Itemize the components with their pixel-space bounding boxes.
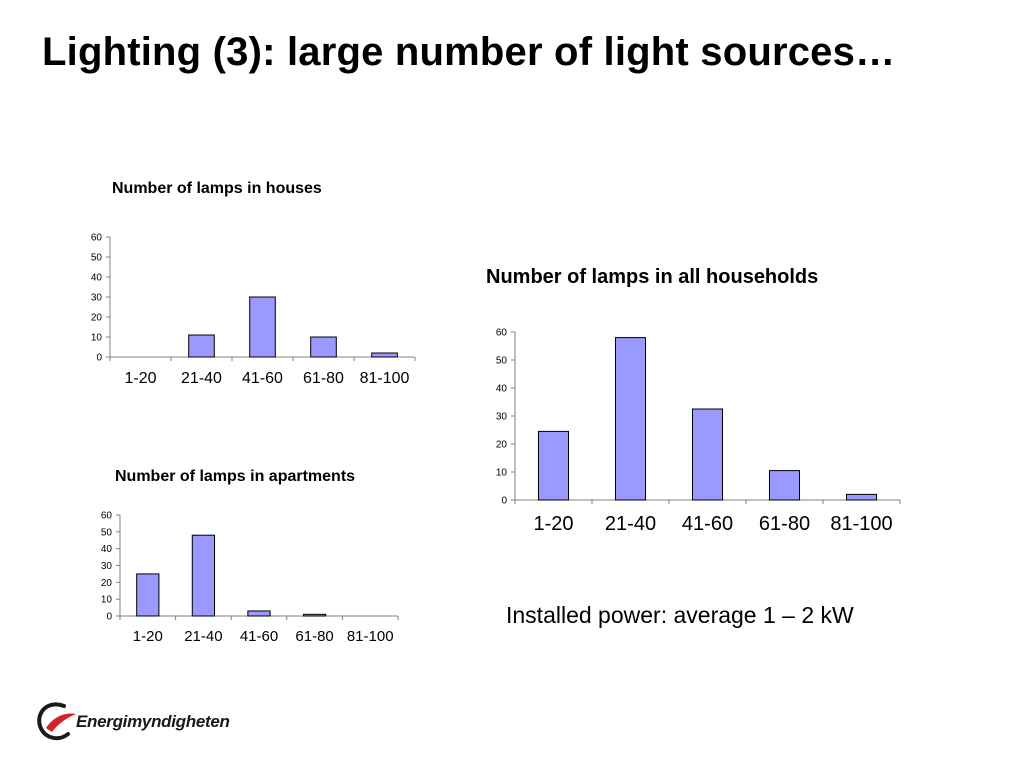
x-category-label: 81-100 (830, 513, 892, 535)
chart-all-households: 0 10 20 30 40 50 60 1-20 21-40 41-60 61-80 81-100 (496, 328, 901, 535)
y-tick-label: 30 (91, 293, 103, 304)
x-category-label: 41-60 (240, 628, 278, 645)
y-tick-label: 50 (91, 253, 103, 264)
y-tick-label: 0 (96, 353, 102, 364)
chart-apartments: 0 10 20 30 40 50 60 1-20 21-40 41-60 61-80 81-100 (101, 511, 399, 645)
energimyndigheten-logo: Energimyndigheten (34, 698, 234, 746)
x-category-label: 21-40 (184, 628, 222, 645)
y-tick-label: 60 (91, 233, 103, 244)
x-category-label: 81-100 (360, 370, 410, 387)
bar-1-20 (136, 573, 160, 617)
y-tick-label: 60 (496, 328, 508, 339)
chart-title-apartments: Number of lamps in apartments (115, 468, 356, 485)
x-category-label: 81-100 (347, 628, 394, 645)
energimyndigheten-logo-mark (37, 702, 76, 741)
y-tick-label: 50 (101, 527, 113, 538)
y-tick-label: 10 (91, 333, 103, 344)
bar-61-80 (768, 470, 801, 501)
y-tick-label: 50 (496, 356, 508, 367)
x-category-label: 1-20 (533, 513, 573, 535)
y-tick-label: 40 (91, 273, 103, 284)
x-category-label: 61-80 (303, 370, 344, 387)
y-tick-label: 20 (91, 313, 103, 324)
x-category-label: 41-60 (682, 513, 733, 535)
y-tick-label: 40 (101, 544, 113, 555)
y-tick-label: 0 (106, 612, 112, 623)
x-category-label: 41-60 (242, 370, 283, 387)
slide-title: Lighting (3): large number of light sour… (42, 30, 896, 74)
bar-61-80 (310, 336, 337, 358)
bar-21-40 (191, 534, 216, 617)
chart-title-houses: Number of lamps in houses (112, 180, 322, 197)
bar-81-100 (845, 493, 878, 501)
x-category-label: 1-20 (124, 370, 156, 387)
x-category-label: 61-80 (759, 513, 810, 535)
y-tick-label: 40 (496, 384, 508, 395)
bar-1-20 (537, 430, 570, 501)
y-tick-label: 30 (101, 561, 113, 572)
x-category-label: 61-80 (295, 628, 333, 645)
bar-21-40 (614, 337, 647, 501)
y-tick-label: 10 (496, 468, 508, 479)
bar-41-60 (691, 408, 724, 501)
y-tick-label: 0 (501, 496, 507, 507)
bar-41-60 (247, 610, 271, 617)
chart-houses: 0 10 20 30 40 50 60 1-20 21-40 41-60 61-80 81-100 (91, 233, 416, 387)
bar-41-60 (249, 296, 276, 358)
bar-21-40 (188, 334, 215, 358)
bar-81-100 (371, 352, 398, 358)
chart-title-all: Number of lamps in all households (486, 266, 819, 288)
y-tick-label: 60 (101, 511, 113, 522)
y-tick-label: 30 (496, 412, 508, 423)
logo-text: Energimyndigheten (76, 712, 230, 731)
x-category-label: 21-40 (605, 513, 656, 535)
installed-power-note: Installed power: average 1 – 2 kW (506, 602, 854, 628)
x-category-label: 1-20 (133, 628, 163, 645)
y-tick-label: 20 (496, 440, 508, 451)
y-tick-label: 10 (101, 595, 113, 606)
x-category-label: 21-40 (181, 370, 222, 387)
y-tick-label: 20 (101, 578, 113, 589)
bar-61-80 (302, 613, 327, 617)
